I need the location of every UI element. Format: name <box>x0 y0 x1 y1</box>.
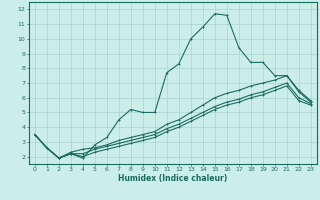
X-axis label: Humidex (Indice chaleur): Humidex (Indice chaleur) <box>118 174 228 183</box>
